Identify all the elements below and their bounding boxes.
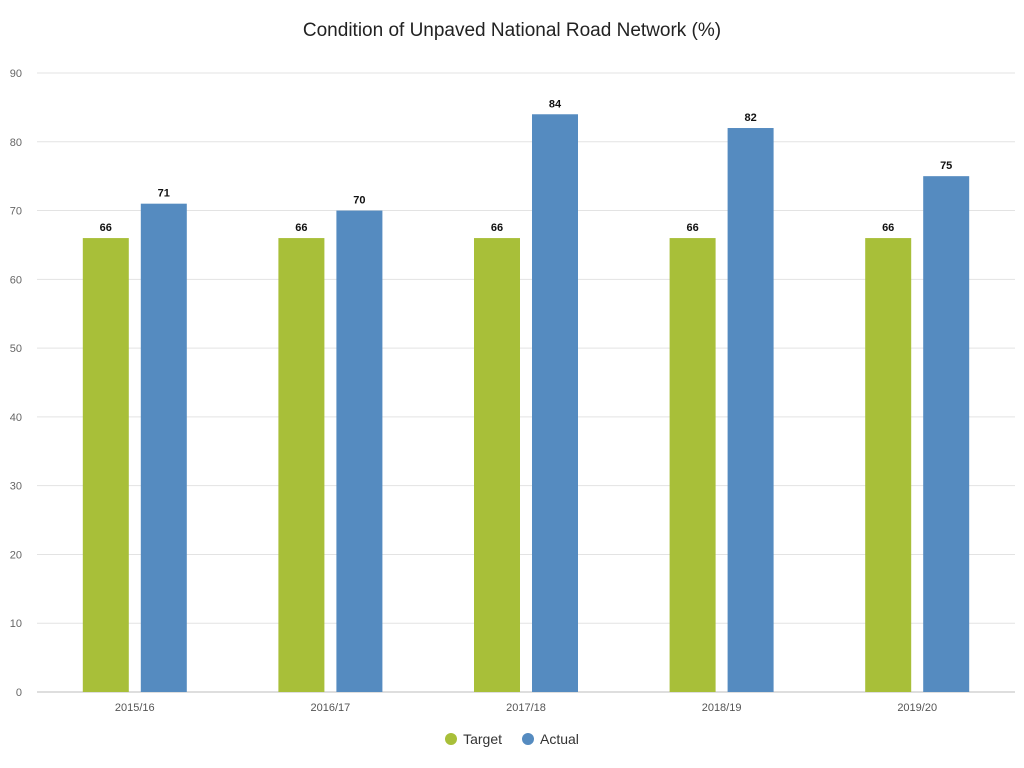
bar-target bbox=[82, 238, 129, 693]
data-label: 66 bbox=[686, 222, 698, 234]
data-label: 84 bbox=[549, 98, 562, 110]
x-tick-label: 2018/19 bbox=[702, 702, 742, 714]
y-tick-label: 60 bbox=[10, 274, 22, 286]
bar-target bbox=[474, 238, 520, 693]
x-tick-label: 2016/17 bbox=[311, 702, 351, 714]
data-label: 82 bbox=[744, 112, 756, 124]
chart-title: Condition of Unpaved National Road Netwo… bbox=[302, 20, 722, 41]
y-tick-label: 90 bbox=[10, 68, 22, 80]
legend-swatch-actual bbox=[522, 733, 534, 745]
y-tick-label: 30 bbox=[10, 481, 22, 493]
data-label: 66 bbox=[100, 222, 112, 234]
legend-label-target: Target bbox=[463, 731, 502, 747]
bar-target bbox=[669, 238, 716, 693]
data-label: 66 bbox=[295, 222, 307, 234]
bar-actual bbox=[727, 128, 774, 692]
x-tick-label: 2015/16 bbox=[115, 702, 155, 714]
data-label: 75 bbox=[940, 160, 952, 172]
x-tick-label: 2019/20 bbox=[897, 702, 937, 714]
bar-actual bbox=[336, 210, 383, 693]
legend: Target Actual bbox=[0, 731, 1024, 747]
bar-actual bbox=[140, 203, 187, 692]
legend-swatch-target bbox=[445, 733, 458, 745]
y-tick-label: 80 bbox=[10, 137, 22, 149]
bar-target bbox=[865, 238, 912, 693]
y-tick-label: 70 bbox=[10, 206, 22, 218]
bar-actual bbox=[923, 176, 970, 692]
legend-label-actual: Actual bbox=[540, 731, 579, 747]
y-tick-label: 20 bbox=[10, 549, 22, 561]
bar-actual bbox=[532, 114, 578, 693]
data-label: 71 bbox=[158, 188, 170, 200]
x-tick-label: 2017/18 bbox=[506, 702, 546, 714]
data-label: 66 bbox=[491, 222, 503, 234]
data-label: 70 bbox=[353, 195, 365, 207]
legend-item-target[interactable]: Target bbox=[445, 731, 502, 747]
y-tick-label: 10 bbox=[10, 618, 22, 630]
data-label: 66 bbox=[882, 222, 894, 234]
y-tick-label: 40 bbox=[10, 412, 22, 424]
legend-item-actual[interactable]: Actual bbox=[522, 731, 579, 747]
bar-target bbox=[278, 238, 325, 693]
y-tick-label: 50 bbox=[10, 343, 22, 355]
y-tick-label: 0 bbox=[16, 687, 22, 699]
